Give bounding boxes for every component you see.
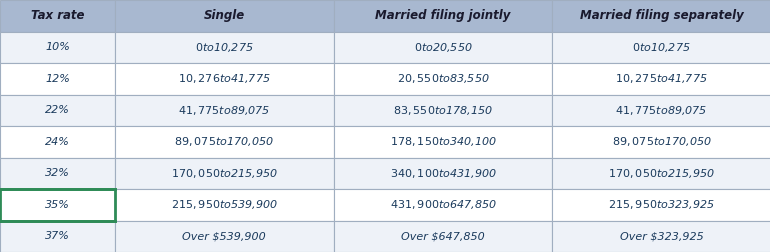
FancyBboxPatch shape <box>0 0 115 32</box>
Text: $170,050 to $215,950: $170,050 to $215,950 <box>171 167 278 180</box>
FancyBboxPatch shape <box>115 32 333 63</box>
FancyBboxPatch shape <box>0 126 115 158</box>
Text: $170,050 to $215,950: $170,050 to $215,950 <box>608 167 715 180</box>
Text: $215,950 to $323,925: $215,950 to $323,925 <box>608 198 715 211</box>
Text: 22%: 22% <box>45 105 70 115</box>
FancyBboxPatch shape <box>333 220 552 252</box>
FancyBboxPatch shape <box>552 32 770 63</box>
Text: $215,950 to $539,900: $215,950 to $539,900 <box>171 198 278 211</box>
FancyBboxPatch shape <box>333 189 552 220</box>
Text: $89,075 to $170,050: $89,075 to $170,050 <box>611 135 711 148</box>
FancyBboxPatch shape <box>552 0 770 32</box>
FancyBboxPatch shape <box>115 126 333 158</box>
Text: Over $647,850: Over $647,850 <box>401 231 485 241</box>
Text: 37%: 37% <box>45 231 70 241</box>
FancyBboxPatch shape <box>552 189 770 220</box>
FancyBboxPatch shape <box>0 158 115 189</box>
FancyBboxPatch shape <box>115 220 333 252</box>
Text: $83,550 to $178,150: $83,550 to $178,150 <box>393 104 493 117</box>
FancyBboxPatch shape <box>0 94 115 126</box>
Text: $41,775 to $89,075: $41,775 to $89,075 <box>615 104 708 117</box>
Text: 32%: 32% <box>45 168 70 178</box>
FancyBboxPatch shape <box>115 94 333 126</box>
FancyBboxPatch shape <box>0 63 115 94</box>
Text: $0 to $20,550: $0 to $20,550 <box>413 41 472 54</box>
Text: 10%: 10% <box>45 42 70 52</box>
Text: Single: Single <box>204 9 245 22</box>
Text: $10,276 to $41,775: $10,276 to $41,775 <box>178 72 270 85</box>
FancyBboxPatch shape <box>552 220 770 252</box>
Text: Over $539,900: Over $539,900 <box>182 231 266 241</box>
FancyBboxPatch shape <box>552 126 770 158</box>
Text: $89,075 to $170,050: $89,075 to $170,050 <box>175 135 274 148</box>
Text: $178,150 to $340,100: $178,150 to $340,100 <box>390 135 497 148</box>
FancyBboxPatch shape <box>552 94 770 126</box>
FancyBboxPatch shape <box>552 63 770 94</box>
Text: Married filing separately: Married filing separately <box>580 9 743 22</box>
FancyBboxPatch shape <box>333 63 552 94</box>
Text: $340,100 to $431,900: $340,100 to $431,900 <box>390 167 497 180</box>
Text: Tax rate: Tax rate <box>31 9 84 22</box>
FancyBboxPatch shape <box>115 0 333 32</box>
Text: Married filing jointly: Married filing jointly <box>375 9 511 22</box>
FancyBboxPatch shape <box>333 94 552 126</box>
Text: 24%: 24% <box>45 137 70 147</box>
FancyBboxPatch shape <box>0 220 115 252</box>
Text: $41,775 to $89,075: $41,775 to $89,075 <box>178 104 270 117</box>
FancyBboxPatch shape <box>0 189 115 220</box>
Text: 35%: 35% <box>45 200 70 210</box>
FancyBboxPatch shape <box>333 158 552 189</box>
FancyBboxPatch shape <box>115 189 333 220</box>
FancyBboxPatch shape <box>115 63 333 94</box>
FancyBboxPatch shape <box>333 126 552 158</box>
FancyBboxPatch shape <box>0 32 115 63</box>
Text: 12%: 12% <box>45 74 70 84</box>
Text: $0 to $10,275: $0 to $10,275 <box>195 41 253 54</box>
FancyBboxPatch shape <box>333 0 552 32</box>
FancyBboxPatch shape <box>333 32 552 63</box>
FancyBboxPatch shape <box>552 158 770 189</box>
FancyBboxPatch shape <box>115 158 333 189</box>
Text: $431,900 to $647,850: $431,900 to $647,850 <box>390 198 497 211</box>
Text: $0 to $10,275: $0 to $10,275 <box>632 41 691 54</box>
Text: $10,275 to $41,775: $10,275 to $41,775 <box>615 72 708 85</box>
Text: $20,550 to $83,550: $20,550 to $83,550 <box>397 72 489 85</box>
Text: Over $323,925: Over $323,925 <box>620 231 704 241</box>
